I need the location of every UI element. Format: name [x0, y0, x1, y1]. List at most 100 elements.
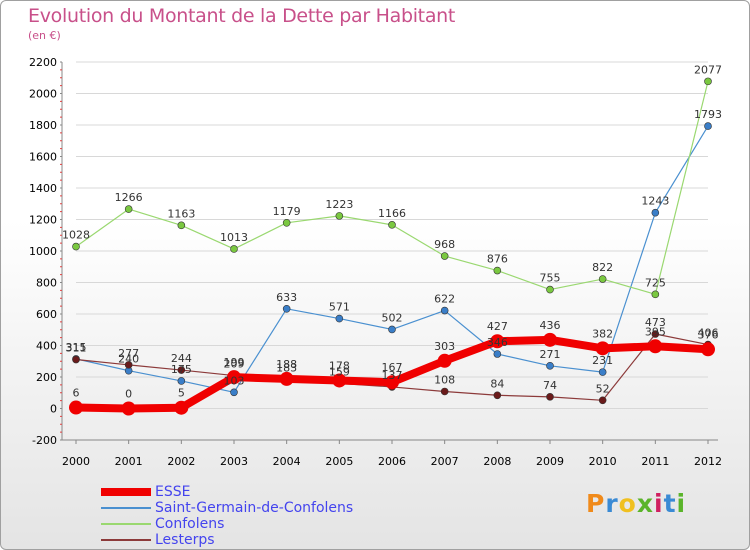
x-tick-label: 2010 — [589, 455, 617, 468]
x-tick-label: 2012 — [694, 455, 722, 468]
data-label: 1223 — [325, 198, 353, 211]
data-label: 502 — [382, 311, 403, 324]
data-label: 1013 — [220, 231, 248, 244]
data-point — [174, 400, 189, 415]
data-point — [598, 396, 607, 405]
data-point — [440, 387, 449, 396]
data-label: 1266 — [115, 191, 143, 204]
data-label: 108 — [434, 373, 455, 386]
data-label: 1243 — [641, 195, 669, 208]
data-label: 315 — [66, 341, 87, 354]
data-point — [282, 305, 291, 313]
data-point — [493, 391, 502, 400]
data-label: 876 — [487, 253, 508, 266]
data-point — [69, 400, 83, 415]
y-tick-label: 2200 — [29, 56, 57, 69]
data-label: 346 — [487, 336, 508, 349]
data-label: 188 — [276, 358, 297, 371]
data-label: 159 — [329, 365, 350, 378]
legend-label: ESSE — [155, 484, 191, 500]
data-label: 103 — [224, 374, 245, 387]
data-point — [493, 266, 502, 275]
legend-label: Saint-Germain-de-Confolens — [155, 500, 354, 516]
data-label: 473 — [645, 316, 666, 329]
data-label: 0 — [125, 388, 132, 401]
data-point — [490, 334, 505, 349]
chart-title: Evolution du Montant de la Dette par Hab… — [28, 5, 456, 27]
y-tick-label: 1600 — [29, 151, 57, 164]
data-label: 822 — [592, 261, 613, 274]
data-point — [546, 393, 554, 401]
proxiti-logo: Proxiti — [586, 489, 687, 518]
x-tick-label: 2008 — [483, 455, 511, 468]
data-label: 178 — [329, 359, 350, 372]
data-point — [598, 368, 607, 376]
data-label: 1793 — [694, 108, 722, 121]
data-point — [437, 353, 452, 368]
data-label: 1028 — [62, 229, 90, 242]
data-label: 1166 — [378, 207, 406, 220]
y-tick-label: 1800 — [29, 119, 57, 132]
data-point — [440, 252, 449, 260]
x-tick-label: 2011 — [641, 455, 669, 468]
data-label: 175 — [171, 363, 192, 376]
y-tick-label: 1400 — [29, 182, 57, 195]
data-point — [124, 361, 133, 369]
data-label: 725 — [645, 276, 666, 289]
x-tick-label: 2000 — [62, 455, 90, 468]
data-point — [648, 339, 663, 354]
data-point — [651, 208, 660, 217]
data-label: 395 — [645, 325, 666, 338]
legend-label: Confolens — [155, 516, 225, 532]
data-label: 244 — [171, 352, 192, 365]
data-label: 436 — [540, 319, 561, 332]
data-point — [543, 332, 557, 347]
data-point — [595, 341, 610, 356]
data-label: 406 — [698, 327, 719, 340]
legend-swatch — [101, 539, 151, 541]
data-point — [701, 342, 715, 357]
data-point — [335, 212, 344, 220]
data-point — [388, 221, 396, 229]
data-label: 382 — [592, 327, 613, 340]
y-tick-label: 200 — [36, 371, 57, 384]
data-label: 5 — [178, 387, 185, 400]
data-label: 1179 — [273, 205, 301, 218]
data-point — [332, 373, 347, 388]
data-label: 199 — [224, 356, 245, 369]
data-label: 277 — [118, 347, 139, 360]
x-tick-label: 2006 — [378, 455, 406, 468]
data-point — [335, 314, 344, 323]
data-point — [124, 205, 133, 213]
data-label: 1163 — [167, 207, 195, 220]
x-tick-label: 2004 — [273, 455, 301, 468]
data-label: 622 — [434, 293, 455, 306]
data-point — [230, 245, 238, 253]
data-point — [177, 377, 186, 385]
data-label: 427 — [487, 320, 508, 333]
y-tick-label: 400 — [36, 340, 57, 353]
data-point — [177, 221, 186, 230]
chart-subtitle: (en €) — [28, 29, 61, 42]
data-label: 311 — [66, 342, 87, 355]
data-label: 271 — [540, 348, 561, 361]
data-point — [177, 366, 186, 374]
data-label: 240 — [118, 353, 139, 366]
y-tick-label: 0 — [50, 403, 57, 416]
data-point — [279, 371, 294, 386]
data-label: 755 — [540, 272, 561, 285]
data-label: 209 — [224, 358, 245, 371]
data-label: 6 — [73, 387, 80, 400]
data-point — [598, 275, 607, 283]
x-tick-label: 2001 — [115, 455, 143, 468]
data-label: 74 — [543, 379, 557, 392]
data-label: 137 — [382, 369, 403, 382]
data-point — [440, 306, 449, 315]
y-tick-label: 2000 — [29, 88, 57, 101]
data-point — [227, 370, 241, 385]
data-label: 633 — [276, 291, 297, 304]
data-label: 2077 — [694, 63, 722, 76]
data-point — [704, 122, 712, 130]
y-tick-label: 800 — [36, 277, 57, 290]
